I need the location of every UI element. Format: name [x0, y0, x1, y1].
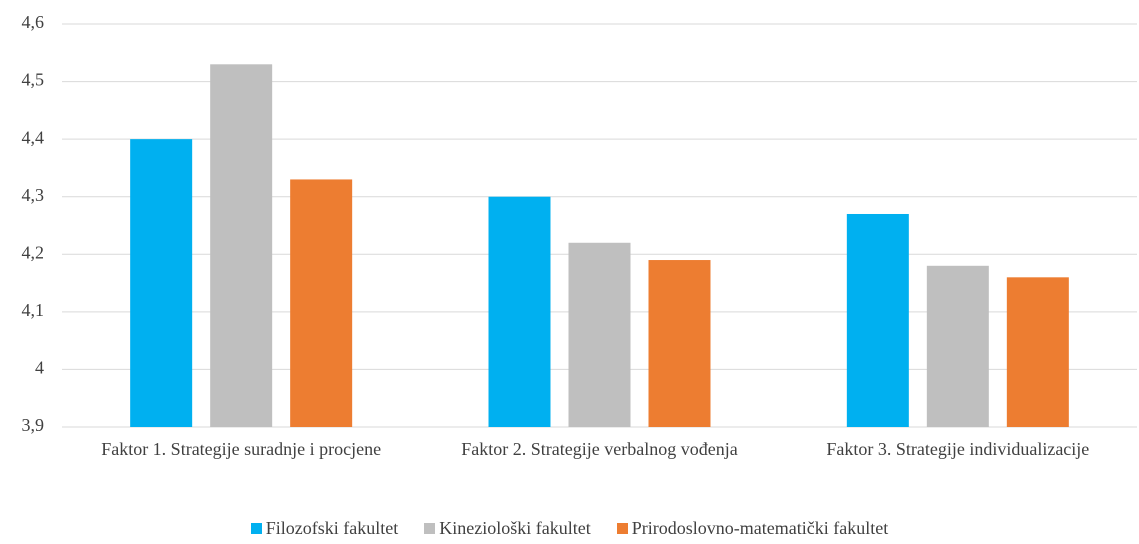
legend-item: Prirodoslovno-matematički fakultet [616, 518, 889, 539]
legend: Filozofski fakultet Kineziološki fakultet… [0, 518, 1139, 539]
bar [1006, 277, 1069, 427]
legend-item: Filozofski fakultet [250, 518, 399, 539]
legend-item: Kineziološki fakultet [424, 518, 591, 539]
bar [926, 265, 989, 427]
y-tick-label: 4,2 [22, 242, 45, 262]
y-tick-label: 4 [35, 358, 44, 378]
y-tick-label: 4,1 [22, 300, 45, 320]
legend-swatch [616, 523, 628, 534]
bar [130, 139, 193, 427]
bar [488, 196, 551, 427]
legend-label: Kineziološki fakultet [439, 518, 591, 538]
bar [568, 242, 631, 427]
legend-swatch [250, 523, 262, 534]
legend-swatch [424, 523, 436, 534]
x-tick-label: Faktor 3. Strategije individualizacije [826, 439, 1090, 459]
y-tick-label: 4,4 [22, 127, 45, 147]
bar [210, 64, 273, 428]
bar [648, 260, 711, 427]
legend-label: Prirodoslovno-matematički fakultet [631, 518, 889, 538]
bar [290, 179, 353, 427]
y-tick-label: 4,6 [22, 12, 45, 32]
legend-label: Filozofski fakultet [265, 518, 399, 538]
x-tick-label: Faktor 2. Strategije verbalnog vođenja [461, 439, 738, 459]
y-tick-label: 4,5 [22, 70, 45, 90]
y-tick-label: 4,3 [22, 185, 45, 205]
y-tick-label: 3,9 [22, 415, 45, 435]
x-tick-label: Faktor 1. Strategije suradnje i procjene [101, 439, 382, 459]
bar [846, 213, 909, 427]
